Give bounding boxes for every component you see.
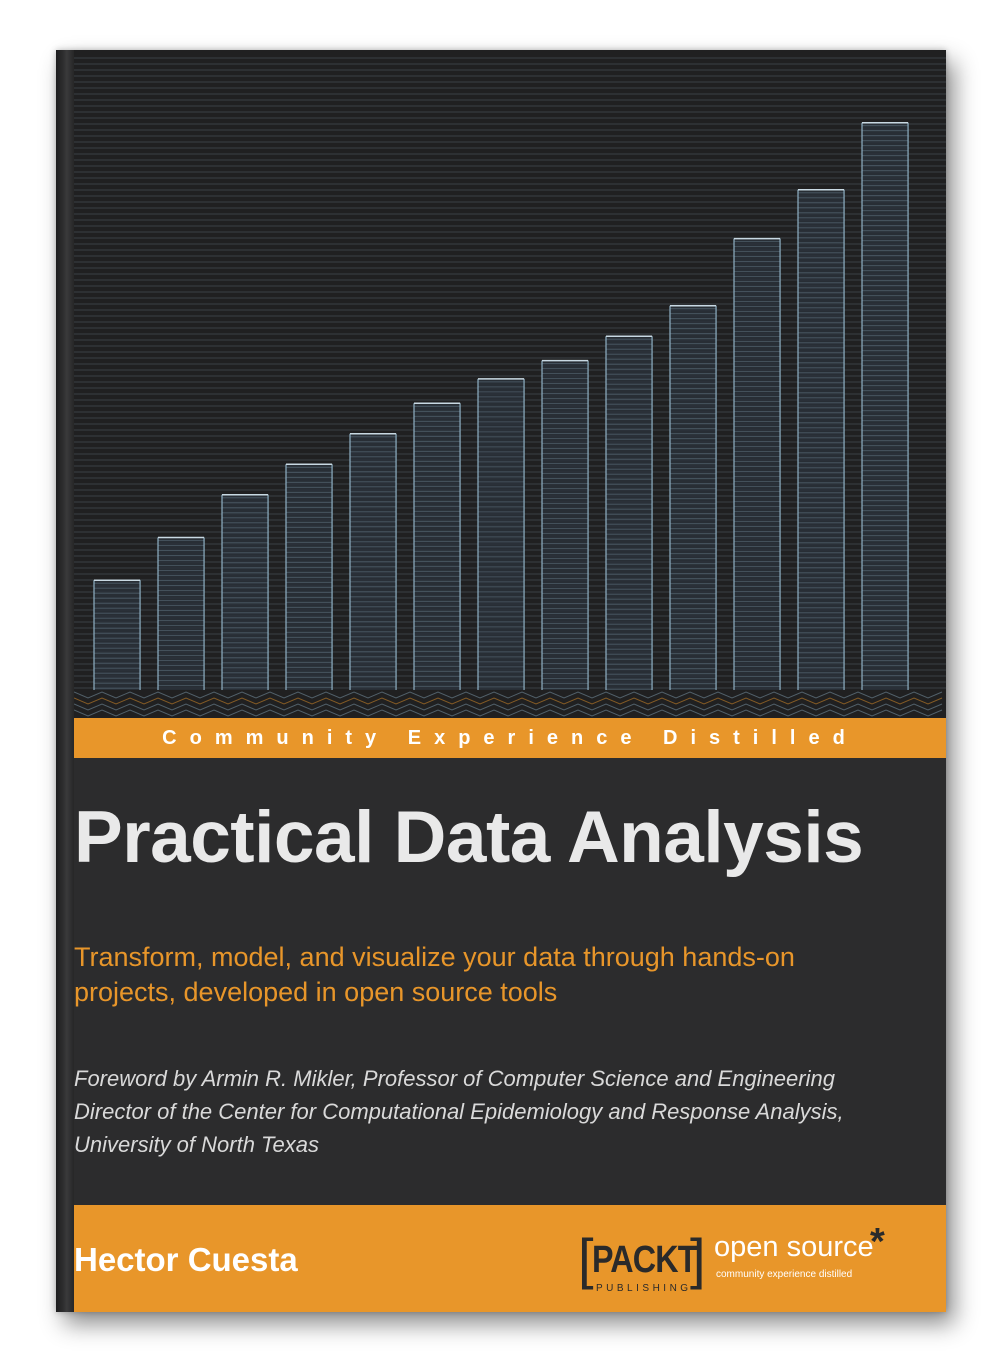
art-bar [285,463,333,690]
art-bar [669,304,717,690]
art-bar [93,579,141,690]
imprint-name: open source [714,1231,874,1263]
subtitle-line: Transform, model, and visualize your dat… [74,942,795,972]
art-bar [541,359,589,690]
foreword-line: Director of the Center for Computational… [74,1099,844,1124]
art-bar [605,335,653,690]
art-floor [74,691,943,717]
publisher-division: PUBLISHING [596,1283,692,1294]
foreword-line: Foreword by Armin R. Mikler, Professor o… [74,1066,835,1091]
imprint-tagline: community experience distilled [716,1269,853,1280]
art-bar [733,237,781,690]
foreword-line: University of North Texas [74,1132,319,1157]
art-bar [413,402,461,690]
art-bar [797,189,845,691]
art-bar [221,494,269,690]
book-spine [56,50,74,1312]
cover-footer: Hector Cuesta [ PACKT ] PUBLISHING open … [74,1205,946,1312]
tagline-banner: Community Experience Distilled [74,718,946,758]
author-name: Hector Cuesta [74,1241,298,1278]
art-bar [349,433,397,690]
publisher-logo: [ PACKT ] PUBLISHING open source * commu… [578,1221,938,1301]
cover-artwork [74,50,946,718]
art-bar [861,121,909,690]
tagline-text: Community Experience Distilled [162,726,858,749]
bracket-left-icon: [ [578,1227,594,1290]
subtitle-line: projects, developed in open source tools [74,977,558,1007]
foreword-credit: Foreword by Armin R. Mikler, Professor o… [74,1062,934,1161]
asterisk-icon: * [870,1221,885,1263]
bracket-right-icon: ] [690,1227,706,1290]
publisher-name: PACKT [592,1239,697,1281]
book-subtitle: Transform, model, and visualize your dat… [74,940,924,1010]
book-title: Practical Data Analysis [74,797,864,878]
art-bar [477,378,525,690]
bar-artwork [74,50,946,718]
art-bar [157,536,205,690]
book-cover: Community Experience Distilled Practical… [56,50,946,1312]
